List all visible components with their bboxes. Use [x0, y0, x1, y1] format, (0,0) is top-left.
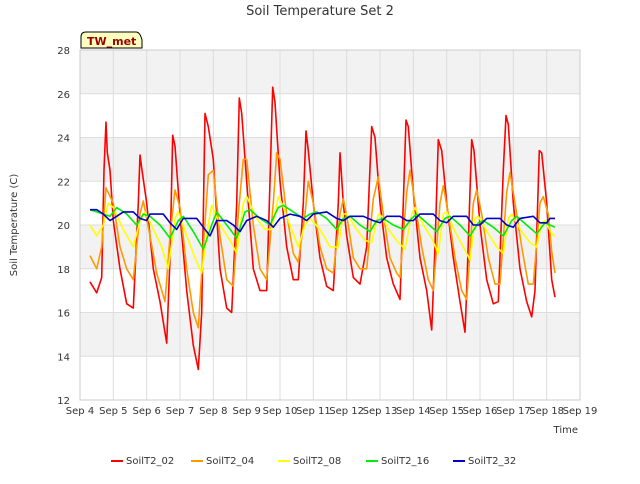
y-tick-label: 18 [57, 265, 70, 276]
plot-band [80, 137, 580, 182]
x-tick-label: Sep 7 [166, 406, 194, 417]
x-tick-label: Sep 9 [232, 406, 260, 417]
x-tick-label: Sep 17 [496, 406, 531, 417]
y-tick-label: 14 [57, 352, 70, 363]
x-tick-label: Sep 6 [132, 406, 160, 417]
series-line-soilt2-08 [89, 195, 556, 274]
y-tick-label: 26 [57, 90, 70, 101]
x-axis-label: Time [553, 425, 578, 436]
badge-shape [80, 31, 143, 49]
x-tick-label: Sep 16 [463, 406, 498, 417]
y-tick-label: 28 [57, 46, 70, 57]
x-tick-label: Sep 5 [99, 406, 127, 417]
series-line-soilt2-02 [89, 86, 556, 371]
y-tick-label: 12 [57, 396, 70, 407]
series-line-soilt2-16 [89, 204, 556, 250]
y-tick-label: 22 [57, 177, 70, 188]
legend-item: SoilT2_02 [111, 456, 174, 467]
plot-band [80, 356, 580, 400]
plot-band [80, 93, 580, 138]
x-tick-label: Sep 10 [263, 406, 298, 417]
x-tick-label: Sep 8 [199, 406, 227, 417]
legend-label: SoilT2_08 [293, 456, 341, 467]
legend-label: SoilT2_02 [126, 456, 174, 467]
plot-band [80, 268, 580, 313]
y-tick-label: 24 [57, 134, 70, 145]
plot-band [80, 312, 580, 357]
x-tick-label: Sep 11 [296, 406, 331, 417]
axis-ticks: 12 14 16 18 20 22 24 26 28 Sep 4 Sep 5 Sep 6 Sep 7 Se… [57, 46, 597, 417]
x-tick-label: Sep 4 [66, 406, 94, 417]
legend-label: SoilT2_04 [206, 456, 254, 467]
y-axis-label: Soil Temperature (C) [9, 174, 20, 277]
x-tick-label: Sep 13 [363, 406, 398, 417]
y-tick-label: 20 [57, 221, 70, 232]
legend-item: SoilT2_16 [366, 456, 429, 467]
legend-label: SoilT2_16 [381, 456, 429, 467]
x-tick-label: Sep 14 [396, 406, 431, 417]
y-tick-label: 16 [57, 309, 70, 320]
x-tick-label: Sep 15 [429, 406, 464, 417]
x-tick-label: Sep 18 [529, 406, 564, 417]
legend-item: SoilT2_32 [453, 456, 516, 467]
legend-item: SoilT2_08 [278, 456, 341, 467]
badge-label: TW_met [87, 35, 136, 48]
plot-frame [79, 49, 581, 401]
legend: SoilT2_02 SoilT2_04 SoilT2_08 SoilT2_16 Soil… [111, 456, 516, 467]
plot-background [80, 50, 580, 400]
legend-item: SoilT2_04 [191, 456, 254, 467]
x-tick-label: Sep 19 [563, 406, 598, 417]
legend-label: SoilT2_32 [468, 456, 516, 467]
x-tick-label: Sep 12 [329, 406, 364, 417]
badge: TW_met [80, 31, 143, 49]
series-lines [89, 86, 556, 371]
chart-title: Soil Temperature Set 2 [246, 4, 394, 19]
series-line-soilt2-32 [90, 208, 555, 237]
plot-band [80, 50, 580, 94]
